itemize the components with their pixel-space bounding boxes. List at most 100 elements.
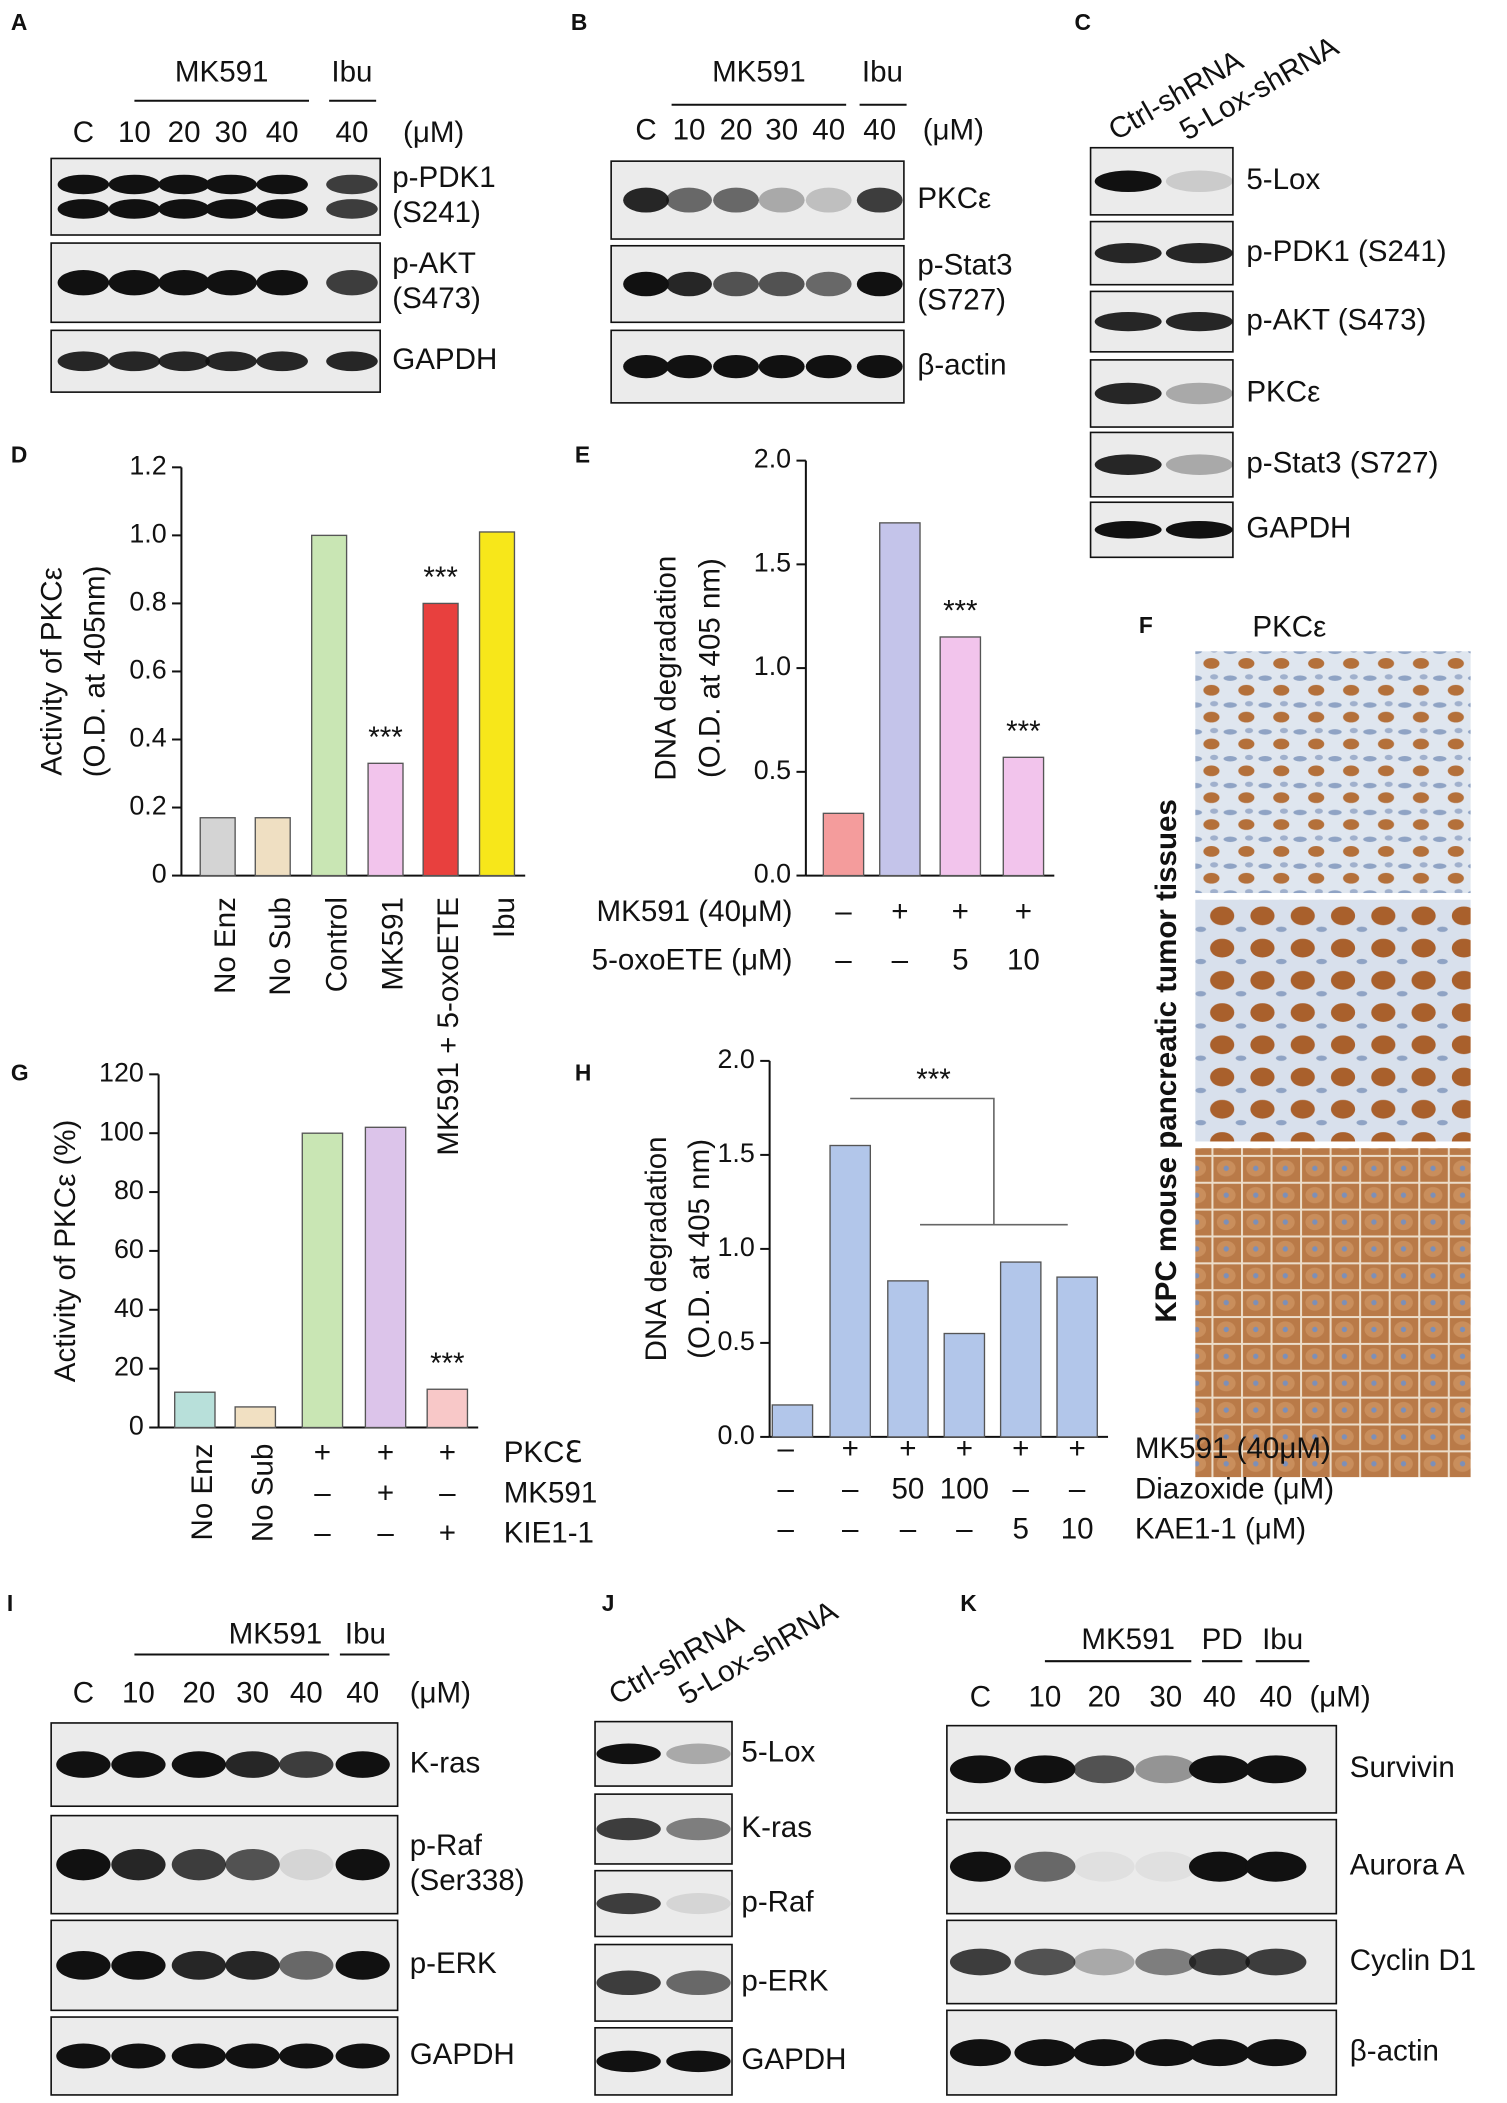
annotation: *** [916,1063,951,1096]
lane-label: 20 [1088,1681,1121,1714]
lane-label: 30 [765,113,798,146]
y-tick-label: 120 [99,1057,144,1087]
band [666,187,712,213]
band [279,1751,334,1778]
bar [1002,756,1045,877]
band [1165,170,1233,193]
band [1014,1755,1076,1784]
band [1188,1948,1250,1976]
lane-label: C [73,1677,94,1710]
lane-label: 20 [168,116,201,149]
row-label: K-ras [410,1746,481,1779]
band [111,2043,166,2069]
band [856,187,903,213]
row-label: GAPDH [1246,512,1351,545]
bracket [850,1097,1068,1226]
band [623,355,669,379]
band [57,174,110,195]
y-axis-label: DNA degradation [640,1136,673,1361]
condition-value: + [952,895,969,928]
band [666,1970,731,1996]
band [256,174,308,195]
tissue-image [1195,899,1471,1142]
band [758,355,805,379]
y-tick-label: 0 [152,859,167,889]
band [326,351,378,372]
band [623,187,669,213]
panel-label: H [575,1059,591,1085]
band [758,187,805,213]
band [1094,311,1162,332]
lane-label: C [635,113,656,146]
band [1073,1851,1135,1882]
band [108,199,161,219]
y-axis-label: Activity of PKCε (%) [49,1120,82,1383]
row-label: PKCε [917,182,991,215]
bar [301,1132,344,1429]
condition-value: – [439,1476,456,1509]
y-tick-label: 0.5 [754,755,791,785]
condition-value: – [1069,1472,1086,1505]
condition-value: – [778,1432,795,1465]
lane-label: 40 [1203,1681,1236,1714]
y-axis-label: DNA degradation [649,556,682,781]
row-label: β-actin [917,348,1006,381]
lane-label: 40 [290,1677,323,1710]
significance: *** [368,721,403,754]
condition-value: 100 [940,1472,989,1505]
condition-value: – [377,1517,394,1550]
bar [199,817,236,877]
band [1014,1948,1076,1976]
band [1165,382,1233,405]
band [57,351,110,372]
band [205,270,257,296]
band [111,1848,166,1881]
condition-label: KIE1-1 [504,1517,594,1550]
panel-label: K [960,1590,977,1616]
group-label: Ibu [345,1617,386,1650]
tissue-image [1195,1148,1471,1478]
condition-value: – [1013,1472,1030,1505]
x-tick-label: MK591 + 5-oxoETE [432,897,465,1156]
panel-label: E [575,442,590,468]
x-tick-label: No Sub [246,1444,279,1543]
band [225,1950,280,1980]
row-label: p-AKT (S473) [1246,303,1426,336]
y-tick-label: 0.5 [718,1326,755,1356]
band [108,351,161,372]
x-tick-label: No Enz [209,897,242,994]
unit-label: (μM) [923,113,984,146]
lane-label: 40 [336,116,369,149]
condition-value: + [377,1476,394,1509]
significance: *** [430,1347,465,1380]
group-label: MK591 [229,1617,323,1650]
band [1188,2039,1250,2067]
row-label: p-PDK1 [392,161,495,194]
panel-label: A [11,9,27,35]
y-axis-label: Activity of PKCε [36,567,69,775]
panel-label: J [602,1590,615,1616]
y-tick-label: 0.2 [129,791,166,821]
band [171,1751,227,1778]
band [758,271,805,297]
band [1094,454,1162,475]
y-tick-label: 60 [114,1234,144,1264]
band [856,355,903,379]
row-label: (S727) [917,283,1006,316]
band [205,351,257,372]
y-axis-label: (O.D. at 405nm) [79,566,112,778]
unit-label: (μM) [1309,1681,1370,1714]
lane-label: 20 [720,113,753,146]
y-tick-label: 80 [114,1175,144,1205]
condition-value: – [842,1513,859,1546]
lane-label: 10 [122,1677,155,1710]
band [1245,2039,1307,2067]
group-label: Ibu [331,56,372,89]
band [713,355,759,379]
lane-label: 10 [118,116,151,149]
row-label: (S473) [392,282,481,315]
band [1188,1755,1250,1784]
y-tick-label: 1.0 [754,651,791,681]
panel-label: G [11,1059,29,1085]
